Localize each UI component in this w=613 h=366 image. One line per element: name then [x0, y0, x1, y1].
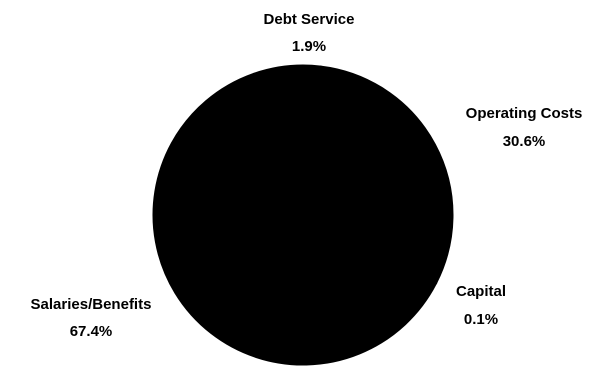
pie-slice-operating-costs: [302, 65, 454, 284]
slice-value-capital: 0.1%: [464, 311, 498, 328]
slice-name-operating-costs: Operating Costs: [466, 105, 583, 122]
slice-name-capital: Capital: [456, 283, 506, 300]
slice-value-salaries-benefits: 67.4%: [70, 323, 113, 340]
slice-value-debt-service: 1.9%: [292, 38, 326, 55]
slice-name-salaries-benefits: Salaries/Benefits: [31, 296, 152, 313]
pie-slices: [152, 64, 454, 366]
slice-value-operating-costs: 30.6%: [503, 133, 546, 150]
slice-name-debt-service: Debt Service: [264, 11, 355, 28]
pie-slice-salaries-benefits: [152, 64, 437, 366]
